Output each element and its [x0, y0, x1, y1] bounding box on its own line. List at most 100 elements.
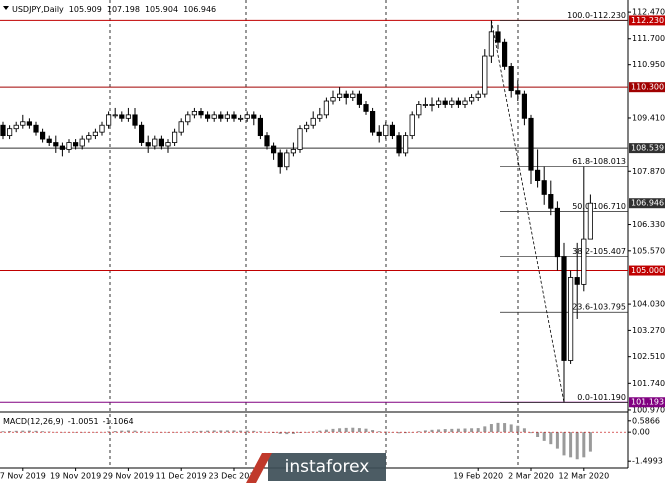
level-tag: [629, 397, 665, 408]
candle-body: [343, 93, 349, 98]
candle-body: [13, 124, 19, 130]
ohlc-value: 105.904: [145, 5, 178, 14]
candle-body: [33, 124, 39, 133]
macd-bar: [272, 432, 276, 433]
chart-header: USDJPY,Daily 105.909 107.198 105.904 106.946: [12, 5, 216, 14]
ohlc-value: 105.909: [69, 5, 102, 14]
macd-bar: [496, 422, 500, 433]
candle-body: [515, 90, 521, 95]
candle-body: [185, 114, 191, 123]
candle-body: [237, 117, 244, 120]
macd-bar: [588, 432, 592, 452]
macd-bar: [54, 431, 58, 433]
macd-bar: [186, 431, 190, 433]
y-tick-label: 111.700: [632, 34, 665, 43]
symbol-arrow: [3, 6, 9, 10]
candle-body: [561, 256, 567, 361]
macd-bar: [542, 432, 546, 441]
macd-bar: [298, 432, 302, 433]
candle-body: [396, 135, 402, 154]
candle-body: [198, 110, 204, 116]
candle-body: [521, 93, 528, 119]
y-tick-label: 101.740: [632, 379, 665, 388]
y-tick-label: 100.970: [632, 405, 665, 414]
candle-body: [132, 114, 138, 126]
candle-body: [369, 110, 376, 133]
fib-label: 38.2-105.407: [572, 247, 626, 256]
macd-bar: [21, 430, 25, 433]
period-separators: [109, 0, 519, 468]
macd-bar: [450, 428, 454, 433]
candle-body: [330, 97, 336, 102]
macd-bar: [357, 428, 361, 433]
macd-tick-label: 0.00: [632, 428, 650, 437]
y-tick-label: 104.030: [632, 300, 665, 309]
macd-value: -1.1064: [103, 417, 134, 426]
macd-value: -1.0051: [68, 417, 99, 426]
level-tag: [629, 82, 665, 93]
ohlc-value: 107.198: [107, 5, 140, 14]
level-tag-label: 106.946: [631, 199, 664, 208]
macd-bar: [476, 428, 480, 433]
candle-body: [53, 142, 59, 147]
macd-bar: [569, 432, 573, 458]
candle-body: [429, 104, 435, 106]
macd-bar: [252, 430, 256, 433]
candle-body: [422, 104, 429, 106]
ohlc-value: 106.946: [183, 5, 216, 14]
macd-bar: [133, 430, 137, 433]
macd-bar: [291, 432, 295, 434]
macd-bar: [575, 432, 579, 460]
macd-bar: [516, 425, 520, 433]
candle-body: [541, 180, 547, 195]
macd-bar: [503, 423, 507, 433]
macd-bar: [173, 432, 177, 433]
macd-bar: [456, 428, 460, 433]
macd-bar: [470, 428, 474, 433]
candle-body: [462, 100, 468, 105]
x-tick-label: 2 Mar 2020: [508, 472, 554, 481]
macd-bar: [107, 431, 111, 433]
macd-bar: [113, 431, 117, 433]
candle-body: [488, 31, 495, 57]
macd-bar: [305, 432, 309, 433]
candle-body: [251, 114, 257, 119]
candle-body: [26, 121, 33, 126]
macd-bar: [437, 429, 441, 433]
y-tick-label: 110.950: [632, 60, 665, 69]
y-tick-label: 105.570: [632, 246, 665, 255]
candle-body: [257, 117, 264, 137]
candle-body: [73, 142, 79, 147]
candle-body: [92, 131, 98, 137]
macd-bar: [34, 430, 38, 433]
candle-body: [211, 114, 217, 119]
candle-body: [363, 104, 369, 112]
macd-bar: [582, 432, 586, 458]
candle-body: [178, 121, 184, 133]
macd-bar: [344, 427, 348, 433]
candle-body: [138, 124, 145, 143]
level-tag-label: 101.193: [631, 398, 664, 407]
macd-bar: [239, 430, 243, 433]
candle-body: [86, 135, 92, 140]
candle-body: [40, 131, 46, 140]
x-tick-label: 29 Nov 2019: [103, 472, 154, 481]
candle-body: [376, 131, 382, 137]
candle-body: [66, 142, 72, 150]
y-tick-label: 109.410: [632, 113, 665, 122]
level-tag-label: 112.230: [631, 16, 664, 25]
level-tag-label: 105.000: [631, 266, 664, 275]
y-tick-label: 112.470: [632, 8, 665, 17]
y-tick-label: 102.510: [632, 352, 665, 361]
candle-body: [587, 202, 594, 240]
macd-bar: [489, 424, 493, 433]
candle-body: [323, 100, 330, 116]
candle-body: [581, 238, 587, 285]
macd-bar: [212, 430, 216, 433]
macd-bar: [397, 432, 401, 434]
macd-bar: [265, 432, 269, 433]
x-tick-label: 11 Dec 2019: [156, 472, 207, 481]
fib-label: 23.6-103.795: [572, 303, 626, 312]
level-tag-label: 108.539: [631, 144, 664, 153]
candle-body: [204, 114, 211, 119]
